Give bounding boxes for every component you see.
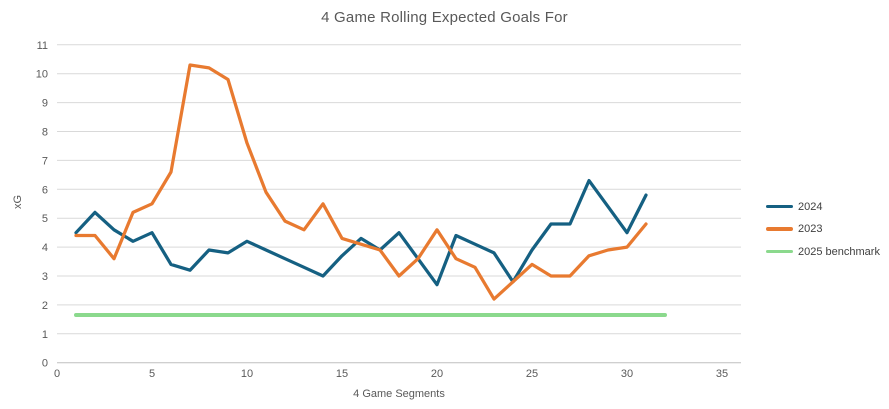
chart-title: 4 Game Rolling Expected Goals For (321, 9, 568, 26)
legend-item-2024: 2024 (766, 199, 880, 214)
x-tick-label-30: 30 (621, 368, 633, 380)
y-axis-title: xG (12, 194, 24, 210)
x-tick-label-35: 35 (716, 368, 728, 380)
x-tick-label-20: 20 (431, 368, 443, 380)
legend-swatch-2023 (766, 227, 793, 231)
y-tick-label-7: 7 (42, 155, 48, 167)
y-tick-label-2: 2 (42, 300, 48, 312)
y-tick-label-8: 8 (42, 127, 48, 139)
legend-label: 2025 benchmark (798, 245, 880, 258)
legend-item-2025-benchmark: 2025 benchmark (766, 244, 880, 259)
y-tick-label-4: 4 (42, 242, 48, 254)
y-tick-label-11: 11 (37, 40, 48, 52)
legend-label: 2023 (798, 223, 823, 235)
y-tick-label-1: 1 (42, 329, 48, 341)
legend-swatch-2024 (766, 204, 793, 209)
y-tick-label-0: 0 (42, 358, 48, 370)
y-tick-label-5: 5 (42, 213, 48, 225)
x-tick-label-0: 0 (54, 368, 60, 380)
series-line-2023 (74, 63, 648, 301)
x-axis-title: 4 Game Segments (353, 388, 445, 400)
series-line-2024 (74, 178, 648, 287)
legend-label: 2024 (798, 200, 823, 213)
x-tick-label-15: 15 (336, 368, 348, 380)
y-tick-label-3: 3 (42, 271, 48, 283)
y-tick-label-6: 6 (42, 184, 48, 196)
x-tick-label-25: 25 (526, 368, 538, 380)
x-tick-label-5: 5 (149, 368, 155, 380)
y-tick-label-10: 10 (36, 69, 48, 81)
legend-swatch-2025-benchmark (766, 249, 793, 254)
legend: 2024 2023 2025 benchmark (766, 199, 880, 267)
x-tick-label-10: 10 (241, 368, 253, 380)
legend-item-2023: 2023 (766, 222, 880, 237)
y-tick-label-9: 9 (42, 98, 48, 110)
